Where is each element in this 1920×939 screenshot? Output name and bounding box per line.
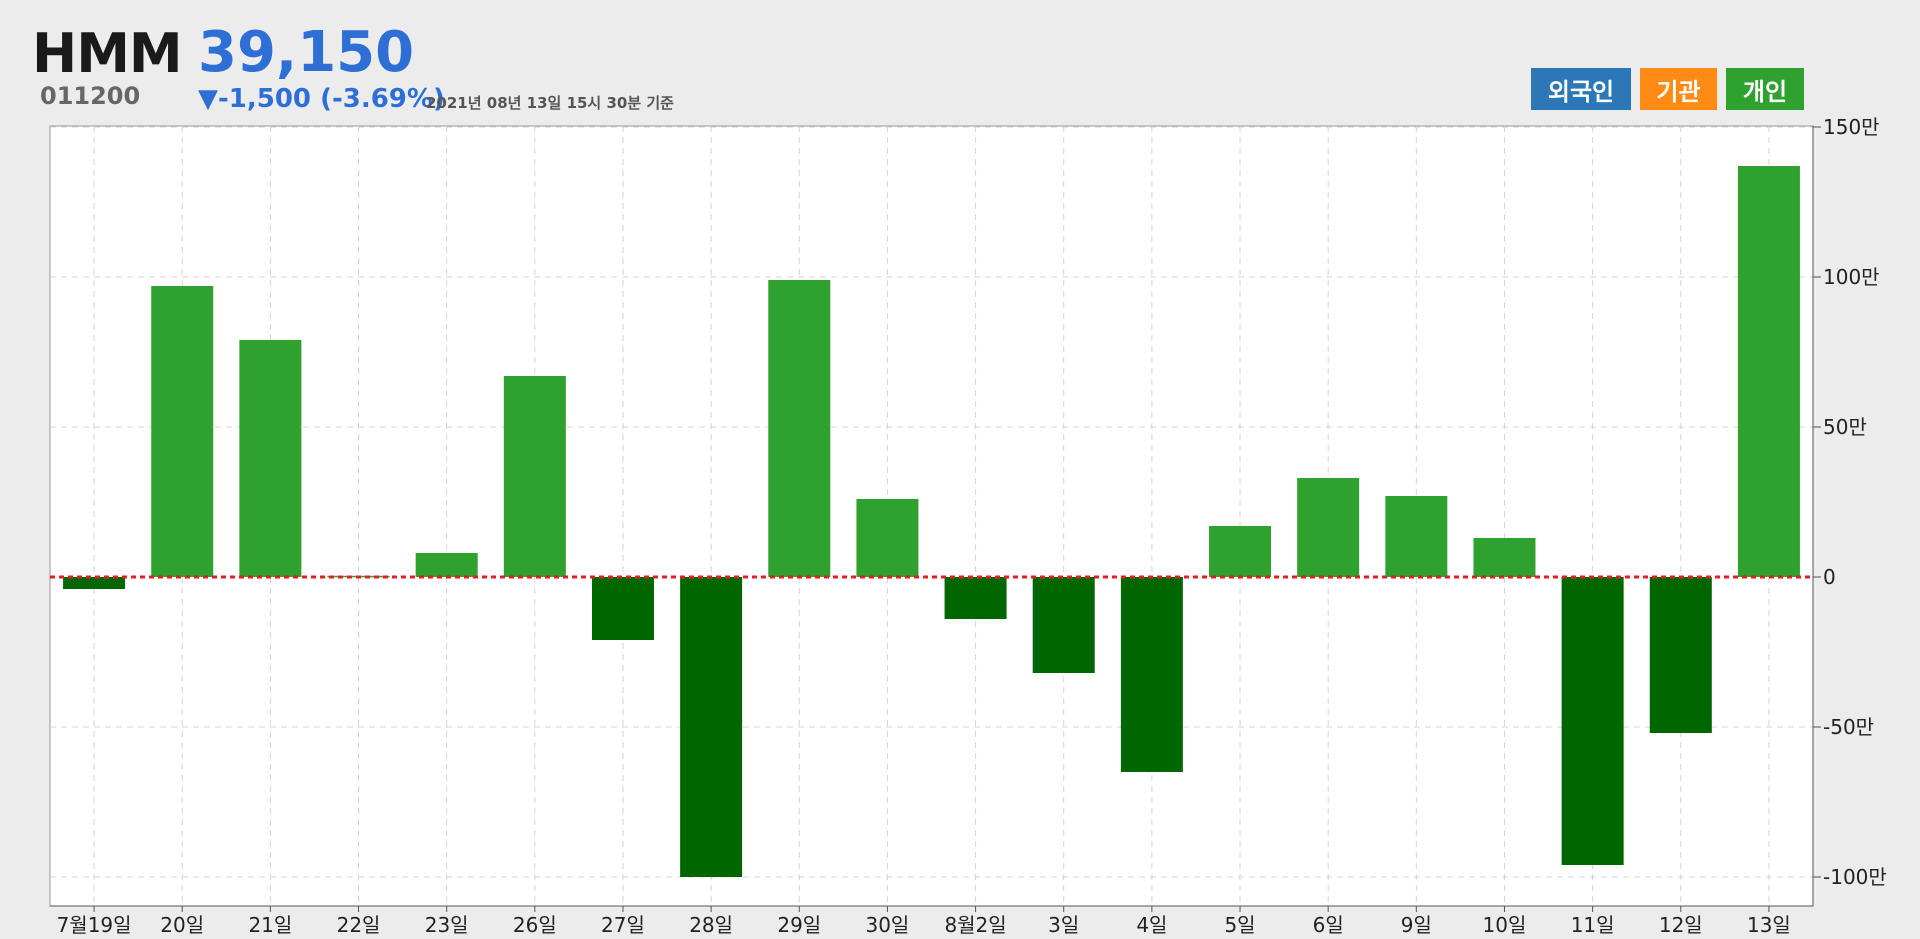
- bar: [1385, 496, 1448, 577]
- x-tick-label: 6일: [1313, 913, 1344, 937]
- stock-price: 39,150: [198, 20, 415, 85]
- bar: [1649, 577, 1712, 733]
- x-tick-label: 30일: [865, 913, 909, 937]
- y-tick-label: 0: [1823, 565, 1836, 589]
- bar: [856, 499, 919, 577]
- x-tick-label: 20일: [160, 913, 204, 937]
- bar: [1561, 577, 1624, 865]
- x-tick-label: 5일: [1224, 913, 1255, 937]
- legend-individual-button[interactable]: 개인: [1726, 68, 1804, 110]
- x-tick-label: 3일: [1048, 913, 1079, 937]
- y-tick-label: 100만: [1823, 265, 1880, 289]
- y-tick-label: -100만: [1823, 865, 1887, 889]
- x-tick-label: 10일: [1483, 913, 1527, 937]
- stock-header: HMM 011200 39,150 ▼-1,500 (-3.69%) 2021년…: [0, 0, 1920, 120]
- plot-area: [49, 125, 1814, 907]
- x-tick-label: 8월2일: [944, 913, 1006, 937]
- x-tick-label: 28일: [689, 913, 733, 937]
- stock-name: HMM: [32, 22, 183, 85]
- bar: [944, 577, 1007, 619]
- bar: [680, 577, 743, 877]
- bar: [415, 553, 478, 577]
- stock-timestamp: 2021년 08년 13일 15시 30분 기준: [426, 94, 674, 112]
- x-tick-label: 13일: [1747, 913, 1791, 937]
- bar: [1473, 538, 1536, 577]
- bar: [591, 577, 654, 640]
- x-tick-label: 22일: [337, 913, 381, 937]
- x-tick-label: 27일: [601, 913, 645, 937]
- bar: [239, 340, 302, 577]
- x-tick-label: 21일: [248, 913, 292, 937]
- x-tick-label: 26일: [513, 913, 557, 937]
- x-tick-label: 29일: [777, 913, 821, 937]
- x-tick-label: 11일: [1571, 913, 1615, 937]
- bar: [1120, 577, 1183, 772]
- x-tick-label: 23일: [425, 913, 469, 937]
- x-tick-label: 9일: [1401, 913, 1432, 937]
- legend-foreign-button[interactable]: 외국인: [1531, 68, 1631, 110]
- x-tick-label: 12일: [1659, 913, 1703, 937]
- x-tick-label: 7월19일: [57, 913, 132, 937]
- stock-change: ▼-1,500 (-3.69%): [198, 84, 445, 114]
- bar: [1297, 478, 1360, 577]
- bar: [503, 376, 566, 577]
- bar: [768, 280, 831, 577]
- y-tick-label: 50만: [1823, 415, 1867, 439]
- y-tick-label: 150만: [1823, 115, 1880, 139]
- bar: [1209, 526, 1272, 577]
- bar: [63, 577, 126, 589]
- bar: [151, 286, 214, 577]
- stock-code: 011200: [40, 82, 141, 110]
- x-tick-label: 4일: [1136, 913, 1167, 937]
- legend-institution-button[interactable]: 기관: [1640, 68, 1717, 110]
- y-tick-label: -50만: [1823, 715, 1874, 739]
- bar: [1737, 166, 1800, 577]
- bar: [1032, 577, 1095, 673]
